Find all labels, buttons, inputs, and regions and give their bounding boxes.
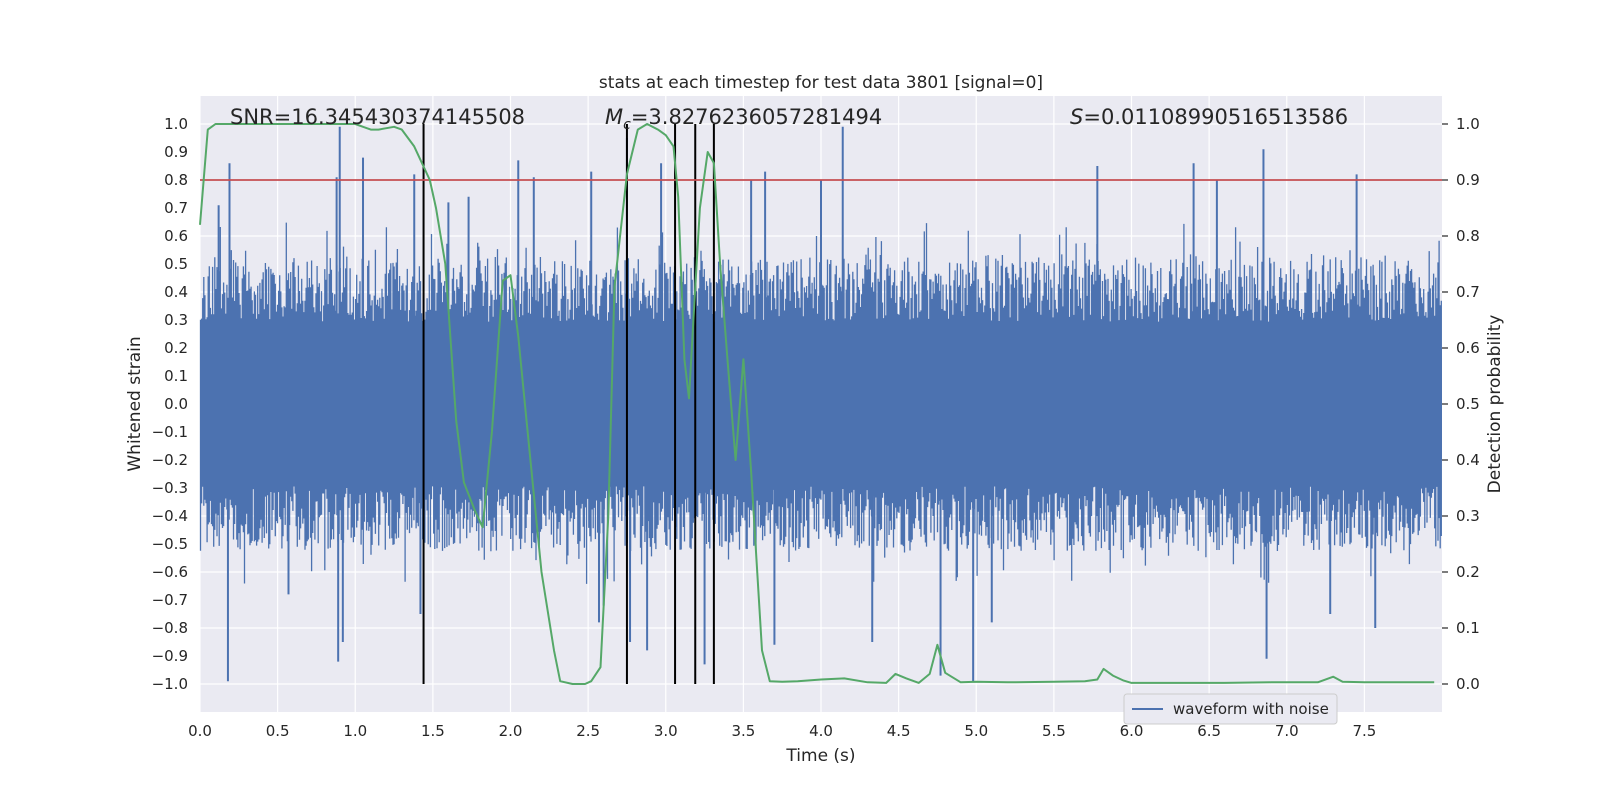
x-tick-label: 3.5 [731, 722, 755, 740]
chirp-mass-value: =3.8276236057281494 [631, 105, 882, 129]
y-left-tick-label: 0.2 [164, 339, 188, 357]
y-right-axis-label: Detection probability [1485, 315, 1505, 494]
waveform-series [199, 126, 1442, 682]
x-tick-label: 1.5 [421, 722, 445, 740]
y-right-tick-label: 0.7 [1456, 283, 1480, 301]
x-tick-label: 5.5 [1042, 722, 1066, 740]
y-right-tick-label: 0.8 [1456, 227, 1480, 245]
vertical-lines [422, 124, 715, 684]
probability-series [199, 123, 1435, 685]
y-left-tick-label: −0.4 [152, 507, 188, 525]
y-right-tick-label: 0.3 [1456, 507, 1480, 525]
x-tick-label: 1.0 [343, 722, 367, 740]
s-symbol: S [1070, 105, 1083, 129]
y-left-tick-label: −0.2 [152, 451, 188, 469]
x-tick-label: 2.5 [576, 722, 600, 740]
y-left-ticks: 1.0 0.9 0.8 0.7 0.6 0.5 0.4 0.3 0.2 0.1 0.0 −0.1 −0.… [152, 115, 188, 693]
x-axis-label: Time (s) [785, 746, 855, 766]
y-left-tick-label: 0.9 [164, 143, 188, 161]
x-tick-label: 6.5 [1197, 722, 1221, 740]
y-left-tick-label: 0.3 [164, 311, 188, 329]
x-tick-label: 3.0 [654, 722, 678, 740]
y-right-tick-label: 0.2 [1456, 563, 1480, 581]
x-tick-label: 2.0 [499, 722, 523, 740]
x-tick-label: 0.0 [188, 722, 212, 740]
y-left-tick-label: 0.1 [164, 367, 188, 385]
legend-label-waveform: waveform with noise [1173, 700, 1329, 718]
legend-box [1123, 693, 1338, 725]
x-ticks: 0.0 0.5 1.0 1.5 2.0 2.5 3.0 3.5 4.0 4.5 5.0 5.5 6.0 6… [188, 722, 1376, 740]
y-left-tick-label: −0.1 [152, 423, 188, 441]
y-left-tick-label: −1.0 [152, 675, 188, 693]
y-left-tick-label: 0.0 [164, 395, 188, 413]
s-annotation: S=0.01108990516513586 [1070, 105, 1348, 129]
y-right-tick-label: 0.0 [1456, 675, 1480, 693]
chart-title: stats at each timestep for test data 380… [599, 73, 1043, 93]
y-left-tick-label: 1.0 [164, 115, 188, 133]
y-left-tick-label: 0.8 [164, 171, 188, 189]
y-right-tick-label: 0.4 [1456, 451, 1480, 469]
x-tick-label: 4.5 [887, 722, 911, 740]
y-right-tick-label: 0.6 [1456, 339, 1480, 357]
chirp-mass-subscript: c [623, 117, 631, 133]
y-left-tick-label: 0.5 [164, 255, 188, 273]
snr-annotation: SNR=16.345430374145508 [230, 105, 525, 129]
y-right-tick-label: 1.0 [1456, 115, 1480, 133]
y-left-tick-label: 0.6 [164, 227, 188, 245]
y-left-tick-label: −0.7 [152, 591, 188, 609]
y-left-tick-label: −0.6 [152, 563, 188, 581]
y-right-tick-label: 0.1 [1456, 619, 1480, 637]
y-left-tick-label: −0.8 [152, 619, 188, 637]
y-right-tick-label: 0.5 [1456, 395, 1480, 413]
x-tick-label: 7.5 [1352, 722, 1376, 740]
x-tick-label: 6.0 [1120, 722, 1144, 740]
y-right-ticks: 1.0 0.9 0.8 0.7 0.6 0.5 0.4 0.3 0.2 0.1 0.0 [1442, 115, 1480, 693]
y-left-tick-label: −0.3 [152, 479, 188, 497]
y-right-tick-label: 0.9 [1456, 171, 1480, 189]
x-tick-label: 7.0 [1275, 722, 1299, 740]
chirp-mass-symbol: M [605, 105, 623, 129]
legend: waveform with noise [1123, 693, 1338, 725]
x-tick-label: 4.0 [809, 722, 833, 740]
detection-probability-line [199, 123, 1435, 685]
y-left-tick-label: 0.7 [164, 199, 188, 217]
y-left-tick-label: 0.4 [164, 283, 188, 301]
y-left-axis-label: Whitened strain [125, 336, 145, 471]
x-tick-label: 0.5 [266, 722, 290, 740]
s-value: =0.01108990516513586 [1083, 105, 1348, 129]
y-left-tick-label: −0.5 [152, 535, 188, 553]
y-left-tick-label: −0.9 [152, 647, 188, 665]
chirp-mass-annotation: Mc=3.8276236057281494 [605, 105, 882, 133]
x-tick-label: 5.0 [964, 722, 988, 740]
